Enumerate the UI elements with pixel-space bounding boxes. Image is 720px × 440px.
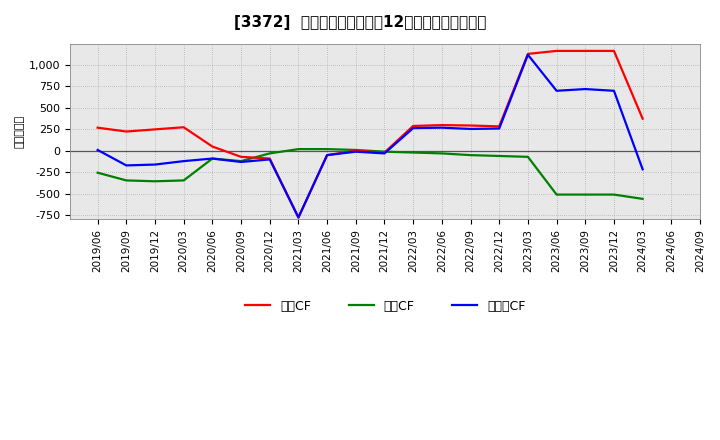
投資CF [351, 147, 360, 153]
フリーCF [380, 151, 389, 156]
投資CF [323, 147, 331, 152]
フリーCF [323, 153, 331, 158]
投資CF [639, 196, 647, 202]
投資CF [208, 156, 217, 161]
投資CF [438, 151, 446, 156]
フリーCF [610, 88, 618, 93]
営業CF [639, 116, 647, 121]
フリーCF [467, 126, 475, 132]
Text: [3372]  キャッシュフローの12か月移動合計の推移: [3372] キャッシュフローの12か月移動合計の推移 [234, 15, 486, 30]
投資CF [610, 192, 618, 197]
投資CF [581, 192, 590, 197]
投資CF [495, 153, 503, 158]
フリーCF [266, 157, 274, 162]
営業CF [523, 51, 532, 56]
営業CF [94, 125, 102, 130]
営業CF [438, 122, 446, 128]
Line: フリーCF: フリーCF [98, 55, 643, 217]
フリーCF [208, 156, 217, 161]
営業CF [552, 48, 561, 54]
フリーCF [409, 125, 418, 131]
Line: 営業CF: 営業CF [98, 51, 643, 218]
フリーCF [438, 125, 446, 130]
フリーCF [523, 52, 532, 57]
フリーCF [495, 126, 503, 131]
フリーCF [639, 167, 647, 172]
投資CF [380, 149, 389, 154]
営業CF [122, 129, 130, 134]
投資CF [237, 158, 246, 164]
フリーCF [552, 88, 561, 93]
投資CF [179, 178, 188, 183]
営業CF [150, 127, 159, 132]
Line: 投資CF: 投資CF [98, 149, 643, 199]
フリーCF [94, 147, 102, 153]
フリーCF [179, 158, 188, 164]
フリーCF [294, 215, 302, 220]
投資CF [150, 179, 159, 184]
営業CF [323, 153, 331, 158]
投資CF [467, 153, 475, 158]
Y-axis label: （百万円）: （百万円） [15, 115, 25, 148]
営業CF [179, 125, 188, 130]
営業CF [237, 154, 246, 159]
投資CF [122, 178, 130, 183]
フリーCF [237, 159, 246, 165]
営業CF [294, 215, 302, 220]
営業CF [266, 156, 274, 161]
営業CF [467, 123, 475, 128]
投資CF [523, 154, 532, 159]
フリーCF [351, 149, 360, 154]
営業CF [581, 48, 590, 54]
フリーCF [581, 86, 590, 92]
投資CF [409, 150, 418, 155]
Legend: 営業CF, 投資CF, フリーCF: 営業CF, 投資CF, フリーCF [245, 300, 526, 312]
投資CF [266, 151, 274, 156]
フリーCF [122, 163, 130, 168]
フリーCF [150, 162, 159, 167]
営業CF [610, 48, 618, 54]
営業CF [409, 123, 418, 128]
営業CF [495, 124, 503, 129]
営業CF [351, 148, 360, 154]
投資CF [552, 192, 561, 197]
投資CF [294, 147, 302, 152]
投資CF [94, 170, 102, 176]
営業CF [380, 150, 389, 155]
営業CF [208, 144, 217, 149]
